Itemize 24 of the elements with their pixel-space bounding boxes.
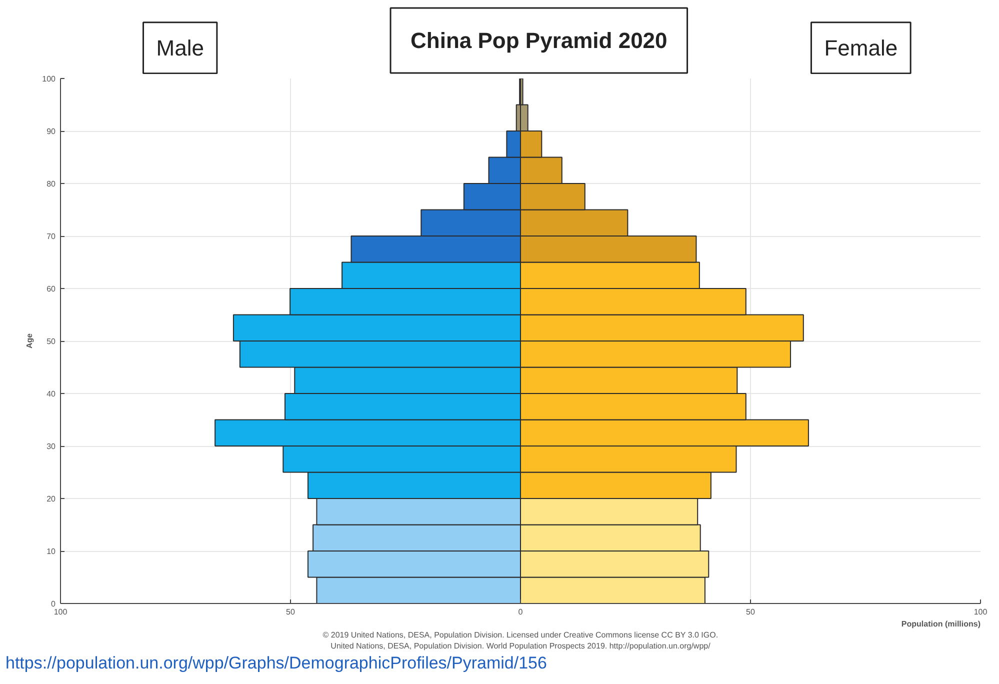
x-axis-title: Population (millions): [901, 620, 981, 628]
y-tick-label: 20: [46, 494, 56, 504]
y-tick-label: 30: [46, 442, 56, 451]
y-axis-title: Age: [25, 332, 34, 349]
y-tick-label: 100: [42, 74, 56, 84]
x-tick-label: 50: [746, 608, 756, 616]
x-tick-label: 100: [54, 608, 68, 616]
text: https://population.un.org/wpp/Graphs/DemographicProfiles/Pyramid/156: [6, 654, 547, 672]
y-tick-label: 90: [46, 127, 56, 136]
x-tick-label: 100: [974, 608, 988, 616]
y-tick-label: 70: [46, 232, 56, 241]
y-tick-label: 60: [46, 284, 56, 294]
y-tick-label: 50: [46, 337, 56, 346]
x-tick-label: 50: [286, 608, 296, 616]
y-tick-label: 10: [46, 547, 56, 556]
x-tick-label: 0: [518, 608, 524, 616]
text: United Nations, DESA, Population Division. World Population Prospects 2019. http://population.un.org/wpp/: [330, 642, 712, 650]
text: Female: [824, 35, 898, 60]
text: © 2019 United Nations, DESA, Population Division. Licensed under Creative Commons license CC BY 3.0 IGO.: [322, 630, 718, 640]
text: Male: [156, 35, 204, 60]
chart-title: China Pop Pyramid 2020: [410, 28, 668, 53]
y-tick-label: 40: [46, 390, 56, 398]
y-tick-label: 0: [51, 600, 56, 608]
y-tick-label: 80: [46, 180, 56, 188]
